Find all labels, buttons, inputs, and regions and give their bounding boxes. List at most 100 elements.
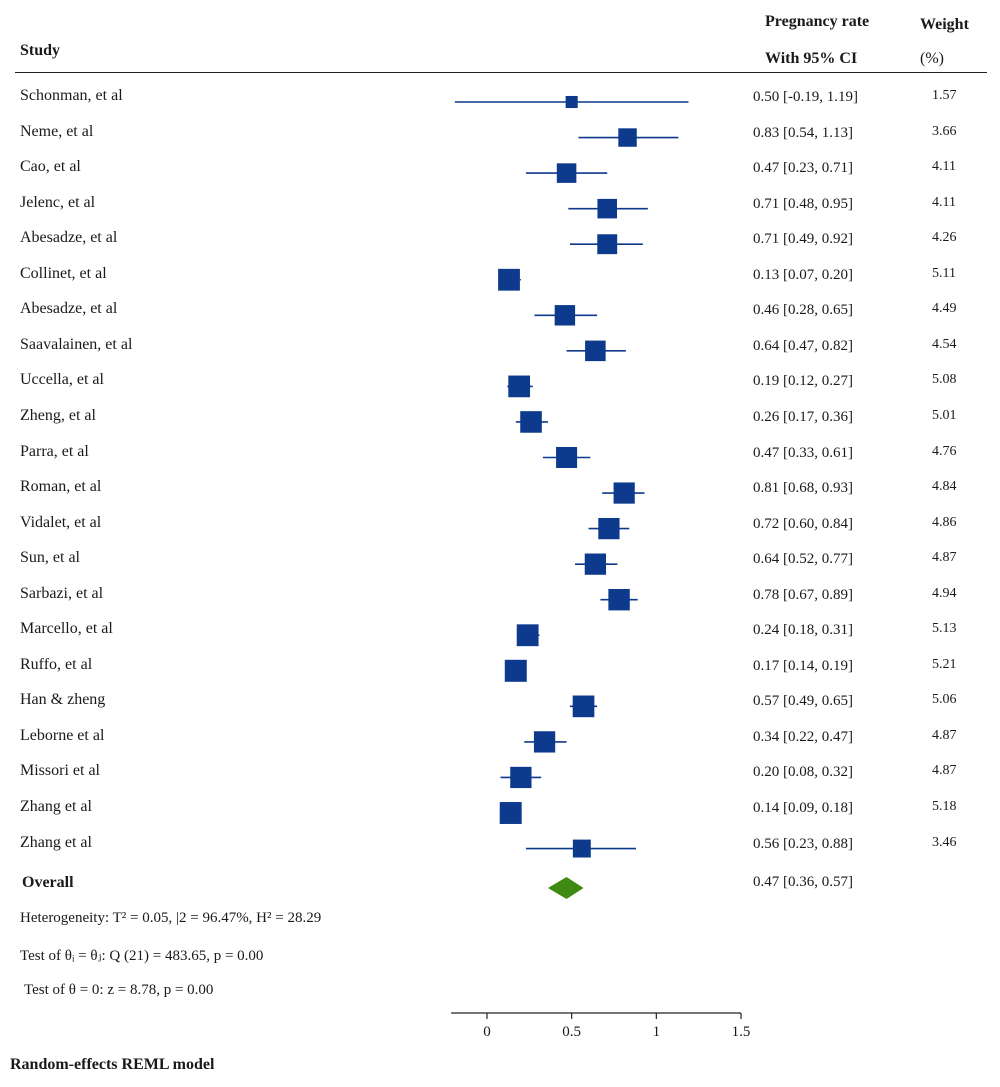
study-weight: 5.21: [932, 656, 957, 672]
study-estimate: 0.71 [0.48, 0.95]: [753, 195, 853, 212]
study-label: Neme, et al: [20, 122, 94, 140]
study-marker: [598, 517, 620, 540]
study-marker: [597, 198, 617, 219]
study-label: Parra, et al: [20, 442, 89, 460]
study-marker: [608, 588, 630, 611]
study-estimate: 0.13 [0.07, 0.20]: [753, 266, 853, 283]
study-estimate: 0.81 [0.68, 0.93]: [753, 480, 853, 497]
study-label: Roman, et al: [20, 478, 102, 496]
study-marker: [572, 839, 591, 858]
study-marker: [510, 766, 532, 789]
study-label: Zhang et al: [20, 798, 92, 815]
study-weight: 4.54: [932, 336, 957, 352]
study-marker: [584, 553, 607, 575]
study-estimate: 0.64 [0.47, 0.82]: [753, 337, 853, 354]
header-pregnancy-rate: Pregnancy rate: [765, 13, 870, 30]
study-estimate: 0.19 [0.12, 0.27]: [753, 373, 853, 390]
study-label: Missori et al: [20, 762, 100, 780]
header-weight: Weight: [920, 16, 969, 33]
model-footer: Random-effects REML model: [10, 1056, 215, 1073]
study-marker: [585, 340, 606, 362]
study-label: Marcello, et al: [20, 620, 113, 638]
study-label: Jelenc, et al: [20, 193, 96, 211]
study-estimate: 0.24 [0.18, 0.31]: [753, 622, 853, 639]
study-marker: [556, 163, 577, 183]
study-weight: 5.06: [932, 692, 957, 708]
study-weight: 3.66: [932, 123, 957, 139]
study-weight: 4.94: [932, 585, 957, 601]
study-estimate: 0.64 [0.52, 0.77]: [753, 551, 853, 568]
study-estimate: 0.14 [0.09, 0.18]: [753, 800, 853, 816]
study-label: Uccella, et al: [20, 371, 104, 389]
study-estimate: 0.83 [0.54, 1.13]: [753, 124, 853, 141]
study-label: Sun, et al: [20, 549, 80, 567]
study-weight: 5.11: [932, 265, 956, 281]
q-test-stat: Test of θᵢ = θⱼ: Q (21) = 483.65, p = 0.…: [20, 948, 264, 964]
study-marker: [516, 624, 539, 647]
study-label: Saavalainen, et al: [20, 335, 133, 353]
study-marker: [613, 482, 635, 504]
study-marker: [498, 268, 520, 291]
overall-diamond: [547, 877, 584, 899]
x-tick-label: 0.5: [562, 1024, 581, 1040]
study-weight: 5.01: [932, 407, 957, 423]
study-weight: 3.46: [932, 834, 957, 850]
study-label: Sarbazi, et al: [20, 584, 104, 602]
study-estimate: 0.47 [0.23, 0.71]: [753, 160, 853, 177]
study-weight: 4.76: [932, 443, 957, 459]
study-weight: 4.87: [932, 550, 957, 566]
study-marker: [572, 695, 595, 718]
study-estimate: 0.47 [0.33, 0.61]: [753, 444, 853, 461]
study-label: Schonman, et al: [20, 87, 123, 104]
study-weight: 5.13: [932, 621, 957, 637]
overall-label: Overall: [22, 874, 74, 891]
study-weight: 4.11: [932, 194, 956, 210]
study-weight: 4.86: [932, 514, 957, 530]
study-weight: 4.26: [932, 230, 957, 246]
z-test-stat: Test of θ = 0: z = 8.78, p = 0.00: [24, 982, 214, 998]
study-estimate: 0.72 [0.60, 0.84]: [753, 515, 853, 532]
study-label: Abesadze, et al: [20, 300, 118, 318]
study-label: Leborne et al: [20, 726, 105, 744]
study-weight: 5.18: [932, 799, 957, 814]
study-estimate: 0.78 [0.67, 0.89]: [753, 586, 853, 603]
study-marker: [504, 659, 527, 682]
study-weight: 4.84: [932, 479, 957, 495]
study-label: Ruffo, et al: [20, 655, 93, 673]
x-tick-label: 1: [653, 1024, 661, 1040]
study-marker: [618, 128, 637, 147]
study-marker: [554, 305, 576, 326]
study-label: Abesadze, et al: [20, 229, 118, 247]
study-label: Han & zheng: [20, 691, 106, 709]
study-marker: [533, 731, 556, 753]
header-ci: With 95% CI: [765, 50, 858, 67]
x-tick-label: 1.5: [732, 1024, 751, 1040]
heterogeneity-stat: Heterogeneity: T² = 0.05, |2 = 96.47%, H…: [20, 910, 322, 926]
study-label: Zhang et al: [20, 833, 92, 851]
header-study: Study: [20, 42, 61, 59]
study-estimate: 0.17 [0.14, 0.19]: [753, 657, 853, 674]
study-estimate: 0.26 [0.17, 0.36]: [753, 408, 853, 425]
study-estimate: 0.46 [0.28, 0.65]: [753, 302, 853, 319]
study-estimate: 0.20 [0.08, 0.32]: [753, 764, 853, 781]
study-estimate: 0.56 [0.23, 0.88]: [753, 835, 853, 852]
study-label: Cao, et al: [20, 158, 81, 176]
header-rule: [15, 72, 987, 73]
study-weight: 4.11: [932, 159, 956, 175]
study-label: Zheng, et al: [20, 406, 96, 424]
study-weight: 5.08: [932, 372, 957, 388]
header-weight-unit: (%): [920, 50, 944, 67]
study-marker: [565, 95, 578, 109]
study-weight: 4.87: [932, 727, 957, 743]
study-marker: [499, 802, 522, 824]
study-estimate: 0.50 [-0.19, 1.19]: [753, 89, 858, 105]
study-label: Vidalet, et al: [20, 513, 102, 531]
study-estimate: 0.57 [0.49, 0.65]: [753, 693, 853, 710]
study-weight: 1.57: [932, 88, 957, 103]
study-marker: [597, 234, 618, 255]
study-weight: 4.87: [932, 763, 957, 779]
study-weight: 4.49: [932, 301, 957, 317]
x-tick-label: 0: [483, 1024, 491, 1040]
study-marker: [508, 375, 531, 398]
